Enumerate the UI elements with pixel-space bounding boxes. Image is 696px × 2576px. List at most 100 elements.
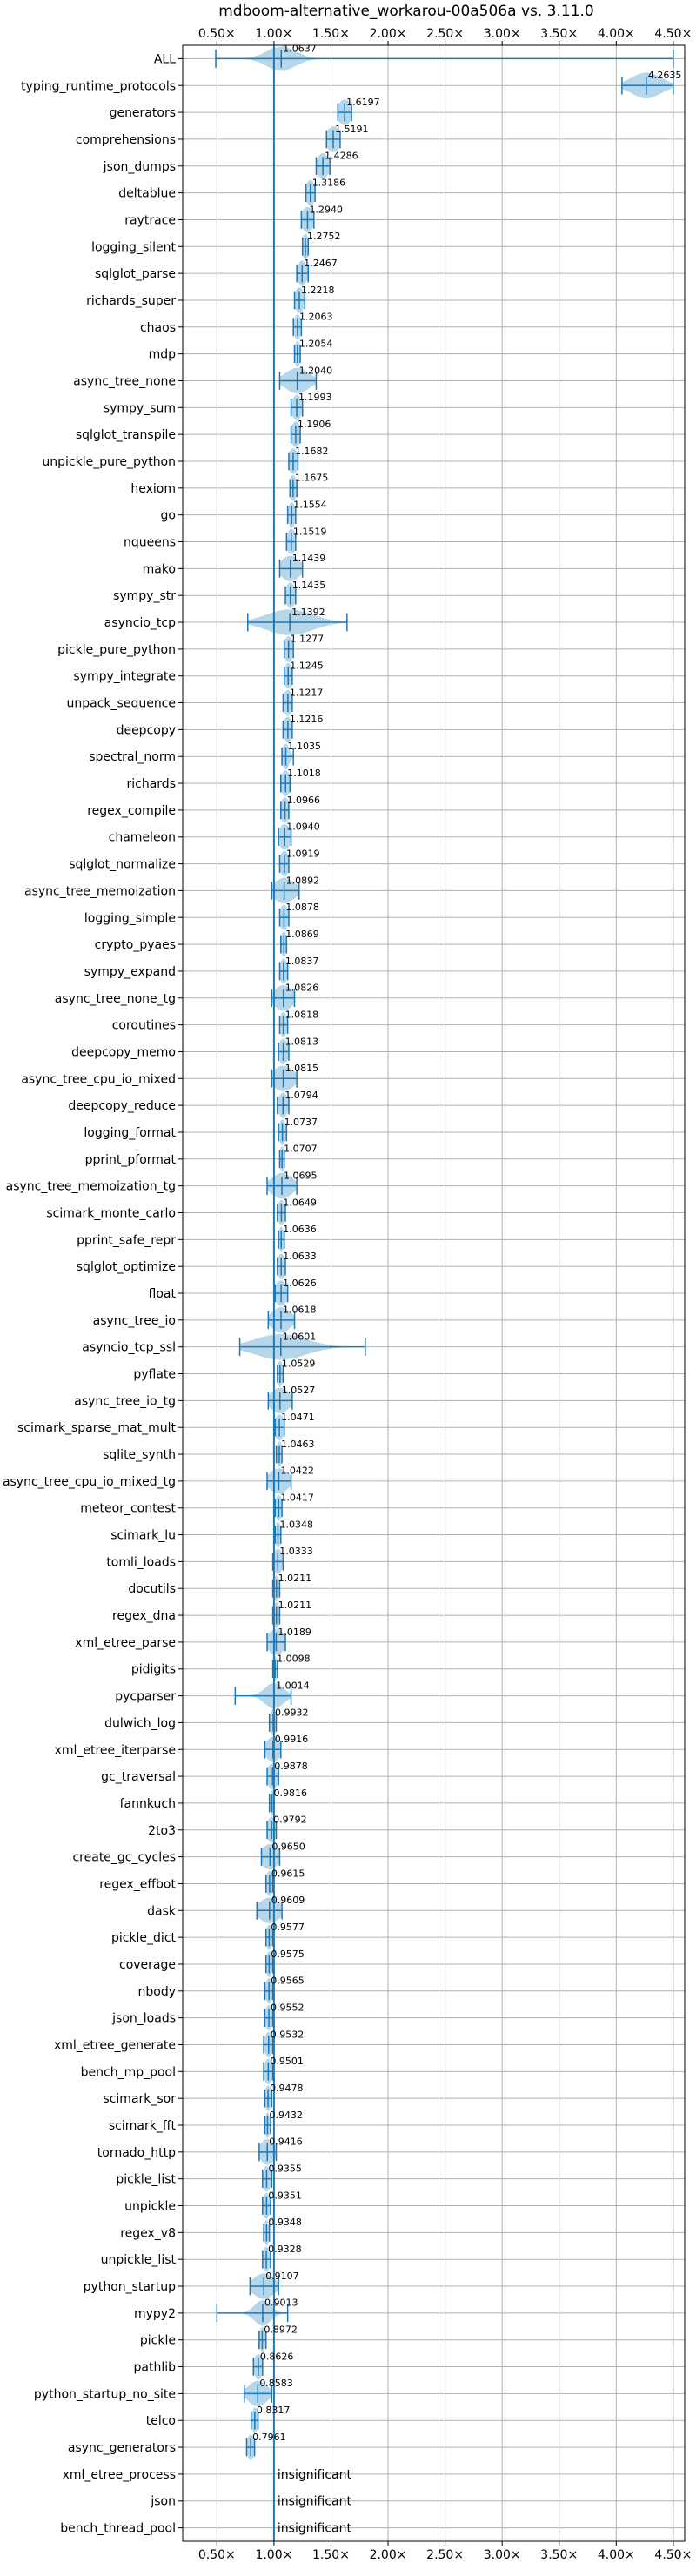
value-label: 0.9478 — [270, 2083, 304, 2094]
violin-xml_etree_iterparse — [264, 1736, 282, 1763]
category-label: pickle_pure_python — [57, 643, 176, 657]
value-label: 1.0601 — [283, 1332, 317, 1343]
value-label: 0.9348 — [268, 2217, 302, 2228]
violin-chameleon — [278, 823, 292, 850]
violin-pprint_safe_repr — [278, 1226, 285, 1253]
x-tick-label-bottom: 4.50× — [654, 2548, 692, 2562]
category-label: async_generators — [68, 2441, 176, 2455]
category-label: logging_format — [84, 1126, 176, 1140]
value-label: 1.1554 — [293, 500, 327, 511]
violin-python_startup_no_site — [244, 2380, 273, 2407]
violin-typing_runtime_protocols — [621, 72, 674, 99]
violin-comprehensions — [325, 126, 341, 152]
violin-richards — [280, 770, 291, 796]
category-label: pickle_dict — [111, 1931, 177, 1945]
category-label: scimark_monte_carlo — [46, 1206, 176, 1220]
value-label: 1.0348 — [279, 1519, 313, 1530]
category-label: regex_dna — [112, 1609, 176, 1623]
value-label: 0.9609 — [271, 1895, 305, 1906]
value-label: 0.9565 — [271, 1976, 304, 1987]
value-label: 1.3186 — [312, 177, 346, 188]
violin-sympy_str — [284, 582, 297, 608]
category-label: sqlglot_parse — [95, 267, 176, 281]
value-label: 1.1675 — [295, 473, 329, 484]
category-label: pycparser — [115, 1690, 176, 1704]
category-label: json — [150, 2495, 176, 2509]
value-label: 1.0837 — [285, 956, 319, 967]
value-label: 0.8583 — [259, 2378, 293, 2389]
category-label: meteor_contest — [80, 1502, 176, 1516]
insignificant-label: insignificant — [278, 2468, 352, 2482]
category-label: tornado_http — [97, 2146, 176, 2160]
category-label: bench_mp_pool — [81, 2065, 176, 2079]
value-label: 0.9878 — [274, 1761, 308, 1772]
category-label: mdp — [149, 348, 177, 362]
value-label: 1.1906 — [298, 419, 331, 430]
value-label: 0.9107 — [265, 2271, 299, 2282]
value-label: 0.8972 — [264, 2324, 298, 2336]
category-label: fannkuch — [120, 1797, 176, 1811]
violin-xml_etree_parse — [266, 1629, 286, 1655]
violin-pathlib — [252, 2353, 264, 2380]
violin-scimark_lu — [274, 1521, 282, 1548]
category-label: asyncio_tcp — [104, 616, 176, 630]
category-label: spectral_norm — [89, 750, 176, 764]
x-tick-label-top: 3.00× — [484, 27, 521, 41]
x-tick-label-bottom: 2.50× — [426, 2548, 464, 2562]
violin-unpickle_pure_python — [288, 448, 299, 474]
category-label: python_startup_no_site — [34, 2387, 176, 2401]
violin-regex_v8 — [263, 2219, 271, 2246]
value-label: 1.0422 — [280, 1466, 314, 1477]
value-label: 1.0878 — [285, 902, 319, 913]
value-label: 0.9816 — [273, 1788, 307, 1799]
grid-lines — [183, 45, 685, 2541]
value-label: 0.9351 — [268, 2190, 302, 2201]
category-label: regex_effbot — [99, 1877, 176, 1891]
value-label: 1.0633 — [283, 1251, 317, 1262]
category-label: float — [149, 1287, 177, 1301]
value-label: 1.0813 — [285, 1036, 319, 1047]
category-label: comprehensions — [76, 133, 176, 147]
violin-pickle_pure_python — [283, 636, 294, 662]
category-label: coroutines — [112, 1019, 176, 1033]
value-label: 1.0869 — [285, 929, 319, 940]
violin-sqlite_synth — [275, 1441, 283, 1467]
value-label: 1.4286 — [325, 151, 358, 162]
x-tick-label-top: 4.00× — [598, 27, 635, 41]
x-tick-label-top: 2.00× — [370, 27, 407, 41]
value-label: 1.0333 — [279, 1546, 313, 1557]
category-label: scimark_lu — [110, 1529, 176, 1543]
category-label: ALL — [154, 52, 176, 66]
value-label: 0.9792 — [273, 1815, 307, 1826]
violin-asyncio_tcp — [246, 609, 348, 635]
x-tick-label-bottom: 1.50× — [312, 2548, 350, 2562]
violin-spectral_norm — [281, 743, 294, 770]
category-label: logging_silent — [91, 240, 176, 254]
value-label: 1.0966 — [287, 795, 321, 806]
category-label: deepcopy_reduce — [68, 1099, 176, 1113]
value-label: 1.6197 — [346, 97, 380, 108]
category-label: regex_compile — [87, 804, 176, 818]
x-tick-label-top: 4.50× — [654, 27, 692, 41]
violin-pyflate — [277, 1360, 284, 1387]
category-label: async_tree_memoization_tg — [6, 1180, 176, 1194]
category-label: gc_traversal — [101, 1770, 176, 1784]
violin-go — [286, 501, 297, 528]
violin-pycparser — [234, 1682, 292, 1709]
violin-unpickle_list — [262, 2246, 271, 2272]
value-label: 1.0189 — [278, 1627, 311, 1638]
violin-deepcopy_reduce — [277, 1092, 290, 1118]
category-label: async_tree_memoization — [24, 884, 176, 898]
violin-async_generators — [245, 2434, 256, 2460]
value-label: 0.9013 — [264, 2298, 298, 2309]
category-label: typing_runtime_protocols — [21, 79, 176, 93]
value-label: 1.0794 — [284, 1090, 318, 1101]
value-label: 1.1245 — [290, 661, 324, 672]
value-label: 1.0098 — [277, 1654, 311, 1665]
category-label: sympy_expand — [84, 965, 176, 979]
violin-logging_simple — [278, 904, 290, 931]
category-label: pickle_list — [116, 2173, 176, 2187]
value-labels: 1.0637 4.2635 1.6197 1.5191 1.4286 1.3186 1.29… — [252, 43, 681, 2535]
category-label: nqueens — [124, 536, 176, 550]
value-label: 1.2467 — [304, 258, 338, 269]
